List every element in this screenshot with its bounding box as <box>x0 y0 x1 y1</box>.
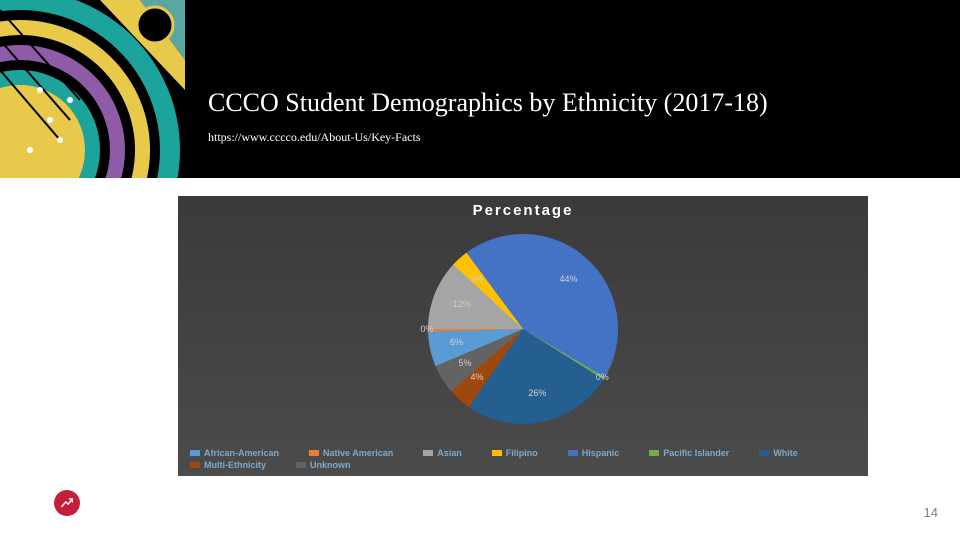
pie-chart: 6%0%12%3%44%0%26%4%5% <box>428 234 618 424</box>
legend-label: African-American <box>204 448 279 458</box>
legend-item: Hispanic <box>568 448 620 458</box>
header-bar: CCCO Student Demographics by Ethnicity (… <box>0 0 960 178</box>
legend-swatch <box>190 462 200 468</box>
legend-swatch <box>649 450 659 456</box>
slide: CCCO Student Demographics by Ethnicity (… <box>0 0 960 540</box>
legend-swatch <box>759 450 769 456</box>
legend-swatch <box>190 450 200 456</box>
slice-label: 12% <box>453 299 471 309</box>
slice-label: 26% <box>528 388 546 398</box>
legend-label: Asian <box>437 448 462 458</box>
legend-label: Multi-Ethnicity <box>204 460 266 470</box>
slice-label: 4% <box>471 372 484 382</box>
legend-swatch <box>568 450 578 456</box>
legend-item: Filipino <box>492 448 538 458</box>
chart-panel: Percentage 6% 0% 12% 3% 44% 0% 26% 4% 5% African… <box>178 196 868 476</box>
legend-label: Unknown <box>310 460 351 470</box>
slice-label: 44% <box>559 274 577 284</box>
chart-legend: African-American Native American Asian Fili… <box>190 448 856 470</box>
legend-label: Native American <box>323 448 393 458</box>
legend-item: Native American <box>309 448 393 458</box>
legend-label: Filipino <box>506 448 538 458</box>
legend-swatch <box>423 450 433 456</box>
legend-item: Pacific Islander <box>649 448 729 458</box>
legend-item: Asian <box>423 448 462 458</box>
chart-title: Percentage <box>178 202 868 219</box>
legend-swatch <box>492 450 502 456</box>
legend-item: African-American <box>190 448 279 458</box>
legend-label: White <box>773 448 798 458</box>
slice-label: 6% <box>450 337 463 347</box>
slide-title: CCCO Student Demographics by Ethnicity (… <box>208 88 768 118</box>
slice-label: 5% <box>459 358 472 368</box>
legend-swatch <box>296 462 306 468</box>
footer-badge-icon <box>54 490 80 516</box>
slide-subtitle: https://www.cccco.edu/About-Us/Key-Facts <box>208 130 421 145</box>
legend-item: White <box>759 448 798 458</box>
legend-item: Unknown <box>296 460 351 470</box>
page-number: 14 <box>924 505 938 520</box>
slice-label: 3% <box>471 274 484 284</box>
corner-decoration <box>0 0 185 178</box>
legend-label: Pacific Islander <box>663 448 729 458</box>
legend-label: Hispanic <box>582 448 620 458</box>
slice-label: 0% <box>421 324 434 334</box>
slice-label: 0% <box>596 372 609 382</box>
legend-item: Multi-Ethnicity <box>190 460 266 470</box>
legend-swatch <box>309 450 319 456</box>
